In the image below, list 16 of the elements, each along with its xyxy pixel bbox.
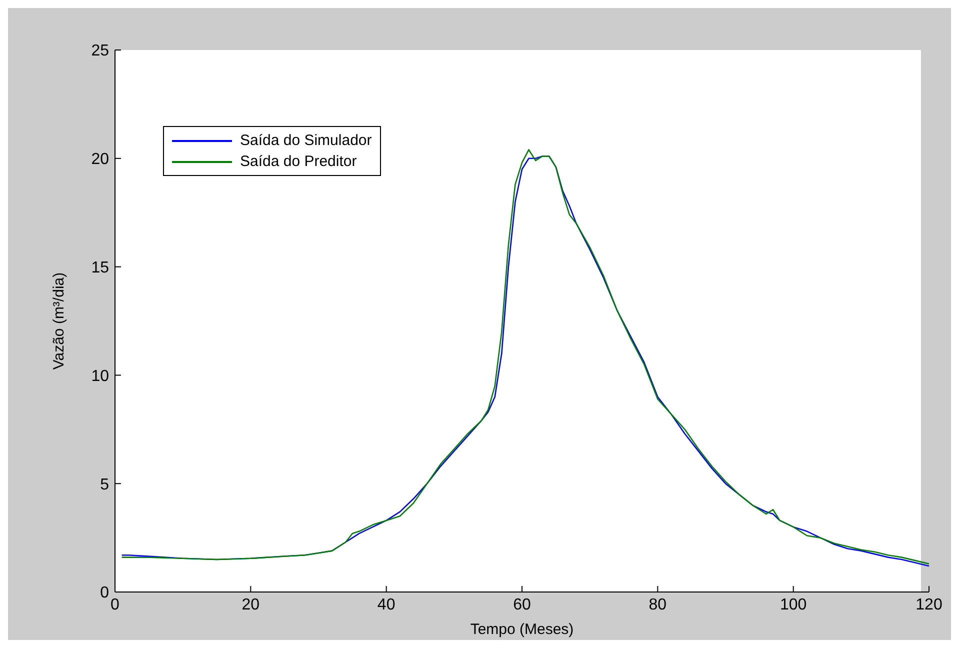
y-tick-label: 10 xyxy=(91,368,110,385)
x-tick-label: 40 xyxy=(377,596,396,614)
x-tick-label: 60 xyxy=(513,596,531,614)
y-tick-label: 0 xyxy=(100,584,110,602)
x-tick-label: 80 xyxy=(648,596,667,614)
x-tick-label: 120 xyxy=(916,596,942,614)
x-axis-title: Tempo (Meses) xyxy=(470,621,574,638)
x-tick-label: 100 xyxy=(780,596,807,614)
y-axis-title: Vazão (m³/dia) xyxy=(50,272,68,370)
y-tick-label: 5 xyxy=(100,476,110,494)
x-tick-label: 20 xyxy=(242,596,260,614)
y-tick-label: 15 xyxy=(91,259,110,276)
y-tick-label: 20 xyxy=(91,151,110,168)
y-tick-label: 25 xyxy=(91,42,110,60)
legend-label: Saída do Preditor xyxy=(240,152,357,172)
legend-label: Saída do Simulador xyxy=(240,131,372,151)
